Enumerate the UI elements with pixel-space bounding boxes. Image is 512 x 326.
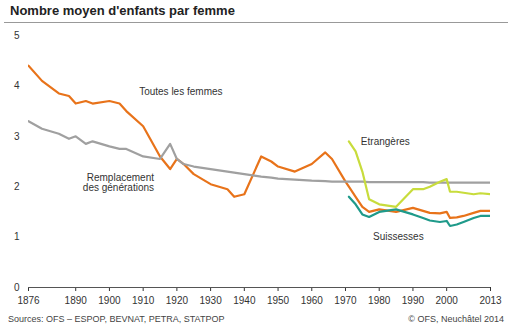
svg-text:Etrangères: Etrangères <box>361 136 410 147</box>
svg-text:1960: 1960 <box>301 295 324 306</box>
svg-text:2013: 2013 <box>479 295 502 306</box>
svg-text:Remplacementdes générations: Remplacementdes générations <box>83 172 154 193</box>
svg-text:1950: 1950 <box>267 295 290 306</box>
svg-text:1970: 1970 <box>334 295 357 306</box>
svg-text:2000: 2000 <box>436 295 459 306</box>
html-text:© OFS, Neuchâtel 2014: © OFS, Neuchâtel 2014 <box>408 314 504 324</box>
svg-text:1890: 1890 <box>65 295 88 306</box>
svg-text:1930: 1930 <box>199 295 222 306</box>
svg-text:Toutes les femmes: Toutes les femmes <box>139 86 222 97</box>
svg-text:1910: 1910 <box>132 295 155 306</box>
svg-text:1876: 1876 <box>17 295 40 306</box>
svg-text:1940: 1940 <box>233 295 256 306</box>
svg-text:0: 0 <box>14 282 20 293</box>
html-text:Nombre moyen d'enfants par fem: Nombre moyen d'enfants par femme <box>10 3 235 18</box>
svg-text:1980: 1980 <box>368 295 391 306</box>
svg-text:4: 4 <box>14 80 20 91</box>
svg-text:1990: 1990 <box>402 295 425 306</box>
svg-text:1900: 1900 <box>98 295 121 306</box>
svg-text:3: 3 <box>14 131 20 142</box>
svg-text:Suissesses: Suissesses <box>373 231 424 242</box>
svg-text:1920: 1920 <box>166 295 189 306</box>
svg-text:5: 5 <box>14 30 20 41</box>
svg-text:1: 1 <box>14 231 20 242</box>
svg-text:2: 2 <box>14 181 20 192</box>
html-text:Sources: OFS – ESPOP, BEVNAT,: Sources: OFS – ESPOP, BEVNAT, PETRA, STA… <box>8 314 225 324</box>
